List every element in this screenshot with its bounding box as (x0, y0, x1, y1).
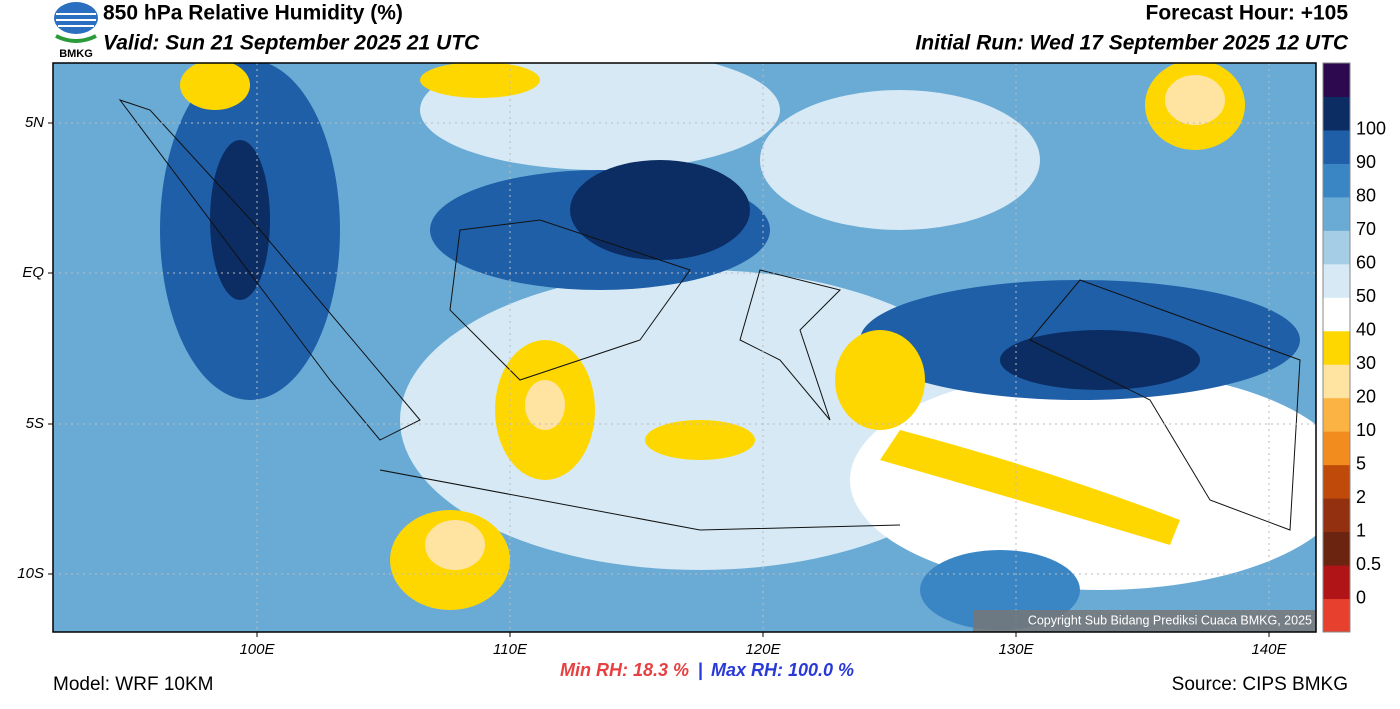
colorbar-frame (1322, 62, 1351, 633)
colorbar-swatch (1323, 397, 1350, 432)
lon-label: 130E (998, 641, 1034, 658)
colorbar-swatch (1323, 498, 1350, 533)
colorbar-swatch (1323, 531, 1350, 566)
colorbar-swatch (1323, 63, 1350, 97)
colorbar-swatch (1323, 297, 1350, 332)
colorbar-swatch (1323, 464, 1350, 499)
colorbar-label: 10 (1356, 420, 1376, 440)
colorbar-swatch (1323, 598, 1350, 633)
valid-time: Valid: Sun 21 September 2025 21 UTC (103, 32, 480, 55)
humidity-field: Copyright Sub Bidang Prediksi Cuaca BMKG… (53, 63, 1316, 632)
colorbar-label: 60 (1356, 253, 1376, 273)
map-ticks: 5N EQ 5S 10S 100E 110E 120E 130E 140E (17, 114, 1287, 658)
colorbar-swatch (1323, 230, 1350, 265)
colorbar-label: 0 (1356, 587, 1366, 607)
lat-label: 5S (26, 415, 44, 432)
colorbar-swatch (1323, 96, 1350, 131)
colorbar-label: 50 (1356, 286, 1376, 306)
forecast-hour: Forecast Hour: +105 (1146, 2, 1349, 25)
copyright: Copyright Sub Bidang Prediksi Cuaca BMKG… (1028, 613, 1312, 627)
logo: BMKG (54, 2, 98, 60)
lat-label: 5N (25, 114, 44, 131)
colorbar-swatch (1323, 263, 1350, 298)
lat-label: 10S (17, 565, 44, 582)
colorbar-swatch (1323, 565, 1350, 600)
title: 850 hPa Relative Humidity (%) (103, 2, 403, 25)
colorbar-label: 40 (1356, 320, 1376, 340)
colorbar-swatch (1323, 129, 1350, 164)
source: Source: CIPS BMKG (1172, 674, 1348, 695)
colorbar-swatch (1323, 330, 1350, 365)
colorbar-label: 100 (1356, 119, 1386, 139)
lon-label: 120E (745, 641, 781, 658)
colorbar-label: 80 (1356, 186, 1376, 206)
lon-label: 100E (239, 641, 275, 658)
lon-label: 140E (1251, 641, 1287, 658)
colorbar-swatch (1323, 431, 1350, 466)
logo-text: BMKG (59, 48, 93, 60)
colorbar-label: 5 (1356, 453, 1366, 473)
colorbar-label: 30 (1356, 353, 1376, 373)
colorbar-swatch (1323, 163, 1350, 198)
colorbar-label: 1 (1356, 520, 1366, 540)
colorbar-label: 0.5 (1356, 554, 1381, 574)
lon-label: 110E (493, 641, 528, 658)
colorbar-swatch (1323, 364, 1350, 399)
colorbar-label: 70 (1356, 219, 1376, 239)
lat-label: EQ (22, 264, 44, 281)
separator: | (698, 660, 703, 680)
min-rh: Min RH: 18.3 % (560, 660, 689, 680)
colorbar: 0 0.5 1 2 5 10 20 30 40 50 60 70 80 90 100 (1322, 62, 1386, 633)
initial-run: Initial Run: Wed 17 September 2025 12 UT… (915, 32, 1348, 55)
max-rh: Max RH: 100.0 % (711, 660, 854, 680)
model: Model: WRF 10KM (53, 674, 213, 695)
colorbar-label: 2 (1356, 487, 1366, 507)
colorbar-swatch (1323, 196, 1350, 231)
colorbar-label: 20 (1356, 386, 1376, 406)
colorbar-label: 90 (1356, 152, 1376, 172)
map-frame (52, 62, 1317, 633)
